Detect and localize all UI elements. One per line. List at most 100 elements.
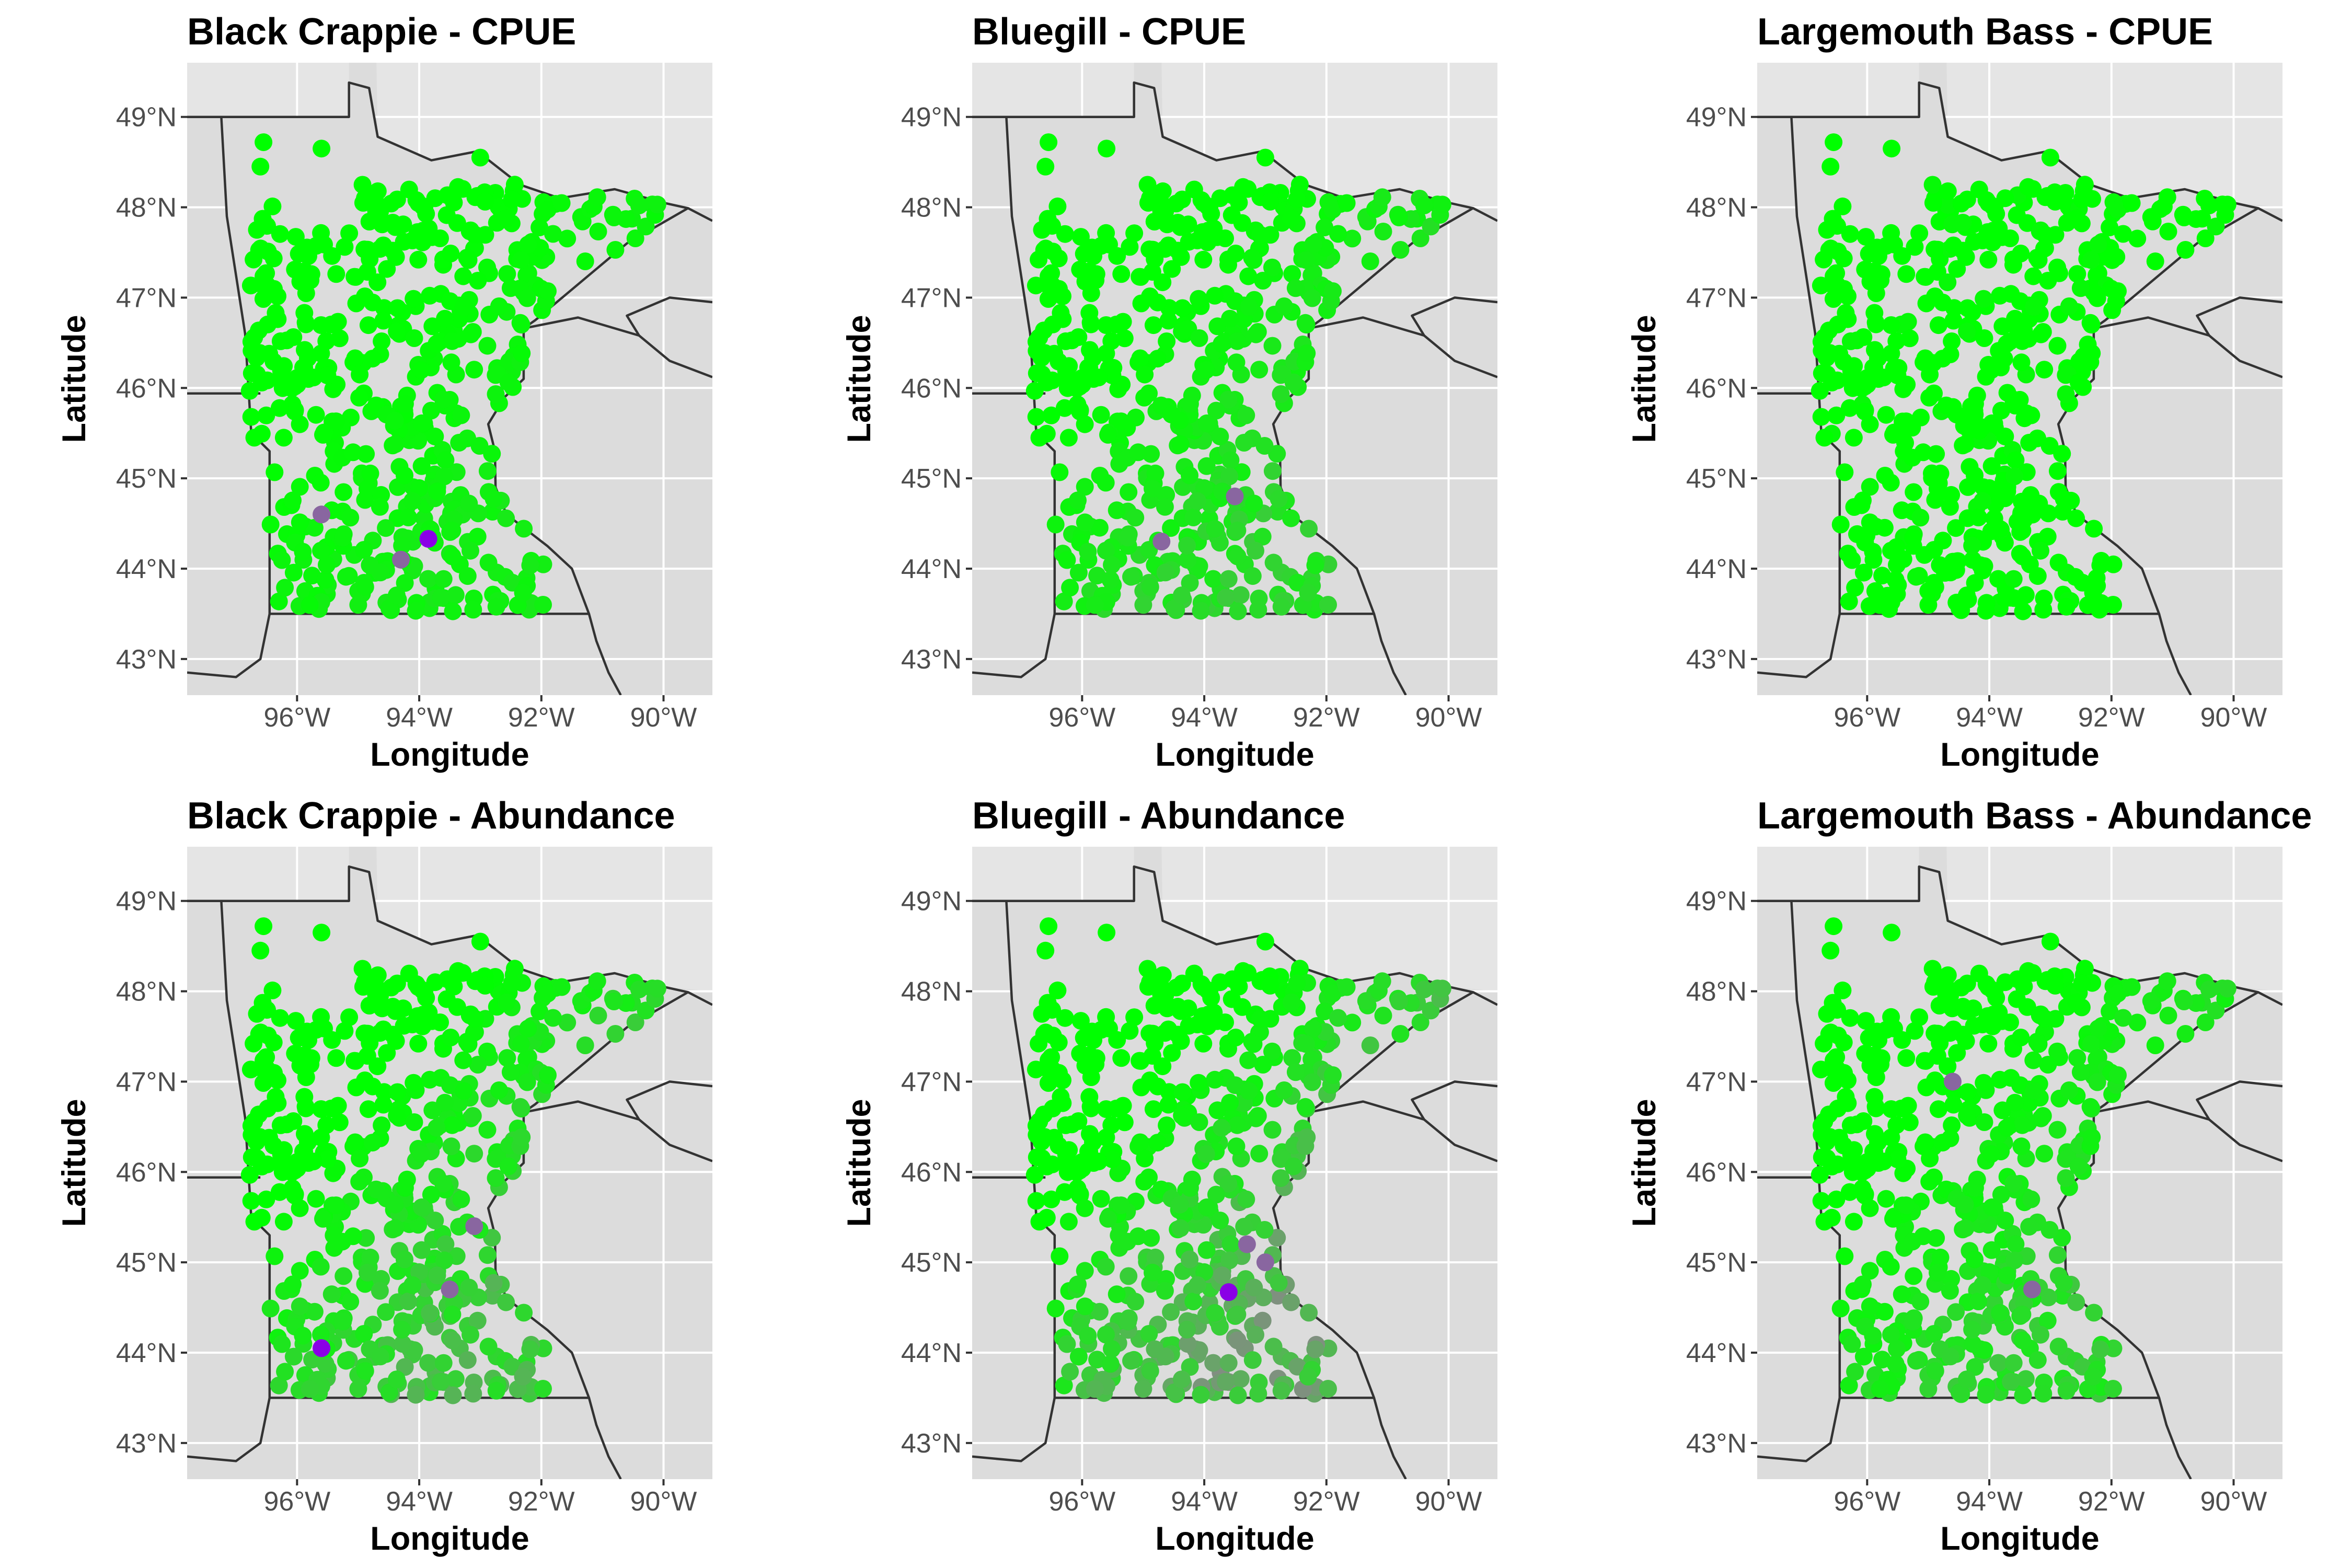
- lake-point: [255, 133, 273, 152]
- lake-point: [1324, 1066, 1342, 1084]
- lake-point: [1877, 406, 1895, 424]
- lake-point: [448, 998, 466, 1016]
- lake-point: [240, 1166, 259, 1184]
- lake-point: [284, 1347, 303, 1366]
- lake-point: [462, 1325, 479, 1344]
- lake-point: [2114, 225, 2132, 243]
- lake-point: [274, 429, 293, 447]
- lake-point: [1882, 474, 1900, 492]
- lake-point: [1950, 599, 1968, 617]
- lake-point: [1254, 1056, 1272, 1074]
- lake-point: [242, 408, 260, 426]
- lake-point: [478, 1246, 497, 1264]
- lake-point: [1112, 265, 1131, 283]
- lake-point: [1992, 1185, 2010, 1204]
- lake-point: [469, 272, 487, 290]
- lake-point: [471, 148, 489, 167]
- lake-point: [1141, 1362, 1159, 1380]
- y-tick-label: 43°N: [901, 1428, 962, 1459]
- lake-point: [1905, 1267, 1923, 1285]
- lake-point: [1957, 1370, 1976, 1389]
- lake-point: [1996, 973, 2014, 991]
- lake-point: [511, 314, 529, 332]
- lake-point: [538, 985, 557, 1002]
- lake-point: [2046, 192, 2065, 211]
- lake-point: [2005, 467, 2024, 486]
- lake-point: [1944, 236, 1963, 255]
- lake-point: [313, 140, 331, 158]
- lake-point: [356, 578, 374, 596]
- lake-point: [354, 978, 372, 996]
- lake-point: [1304, 1019, 1322, 1037]
- lake-point: [1867, 243, 1886, 261]
- lake-point: [1228, 1331, 1247, 1350]
- map-panel-1: 96°W 94°W 92°W 90°W 43°N 44°N 45°N 46°N 47°N 48°N…: [56, 11, 712, 773]
- lake-point: [1275, 1081, 1293, 1099]
- lake-point: [1275, 297, 1293, 315]
- lake-point: [1958, 1083, 1977, 1101]
- lake-point: [1835, 1033, 1853, 1052]
- lake-point: [426, 189, 444, 207]
- lake-point: [1914, 443, 1932, 462]
- lake-point: [2001, 229, 2019, 247]
- lake-point: [1989, 1354, 2008, 1372]
- lake-point: [1227, 1137, 1246, 1156]
- lake-point: [1842, 1146, 1860, 1164]
- lake-point: [327, 1196, 345, 1215]
- lake-point: [1812, 332, 1830, 351]
- lake-point: [1284, 1157, 1302, 1175]
- panel-title: Black Crappie - Abundance: [187, 795, 675, 837]
- ontario-area: [1161, 63, 1497, 207]
- lake-point: [1120, 483, 1138, 501]
- boundary-line: [587, 613, 622, 695]
- lake-point: [1939, 966, 1957, 984]
- lake-point: [2039, 272, 2057, 290]
- lake-point: [1028, 364, 1046, 383]
- lake-point: [1991, 1070, 2009, 1089]
- y-tick-label: 49°N: [116, 886, 177, 917]
- lake-point: [368, 1057, 387, 1076]
- lake-point: [1917, 1052, 1935, 1070]
- lake-point: [273, 1335, 291, 1353]
- lake-point: [1086, 1380, 1104, 1398]
- lake-point: [2012, 1029, 2030, 1046]
- boundary-line: [687, 991, 712, 1006]
- lake-point: [1338, 194, 1356, 212]
- lake-point: [387, 586, 406, 605]
- lake-point: [1316, 218, 1334, 237]
- x-tick-label: 96°W: [1834, 702, 1900, 733]
- map-panel-3: 96°W 94°W 92°W 90°W 43°N 44°N 45°N 46°N 47°N 48°N…: [1626, 11, 2282, 773]
- lake-point: [403, 492, 421, 510]
- lake-point: [294, 543, 312, 561]
- lake-point: [2069, 1157, 2088, 1175]
- lake-point: [1129, 443, 1147, 462]
- lake-point: [1178, 1320, 1196, 1339]
- lake-point: [1051, 1247, 1069, 1265]
- lake-point: [1975, 329, 1993, 347]
- lake-point: [1190, 1074, 1208, 1092]
- boundary-line: [972, 1397, 1056, 1462]
- lake-point: [1917, 268, 1935, 286]
- lake-point: [1172, 1370, 1191, 1389]
- lake-point: [515, 520, 533, 538]
- lake-point: [2012, 353, 2031, 372]
- lake-point: [588, 188, 606, 206]
- lake-point: [380, 1383, 398, 1401]
- y-axis-title: Latitude: [1626, 1099, 1663, 1227]
- map-panel-2: 96°W 94°W 92°W 90°W 43°N 44°N 45°N 46°N 47°N 48°N…: [841, 11, 1497, 773]
- x-tick-label: 96°W: [1834, 1486, 1900, 1517]
- lake-point: [2101, 218, 2119, 237]
- lake-point: [1121, 238, 1139, 256]
- lake-point: [490, 297, 508, 315]
- lake-point: [1154, 1057, 1172, 1076]
- lake-point: [1154, 966, 1172, 984]
- lake-point: [1861, 1262, 1879, 1280]
- lake-point: [443, 1331, 462, 1350]
- lake-point: [1297, 251, 1315, 269]
- lake-point: [2020, 1218, 2038, 1236]
- lake-point: [1831, 1299, 1850, 1318]
- lake-point: [518, 289, 536, 307]
- lake-point: [1158, 332, 1176, 350]
- lake-point: [2073, 190, 2091, 209]
- lake-point: [1097, 541, 1115, 560]
